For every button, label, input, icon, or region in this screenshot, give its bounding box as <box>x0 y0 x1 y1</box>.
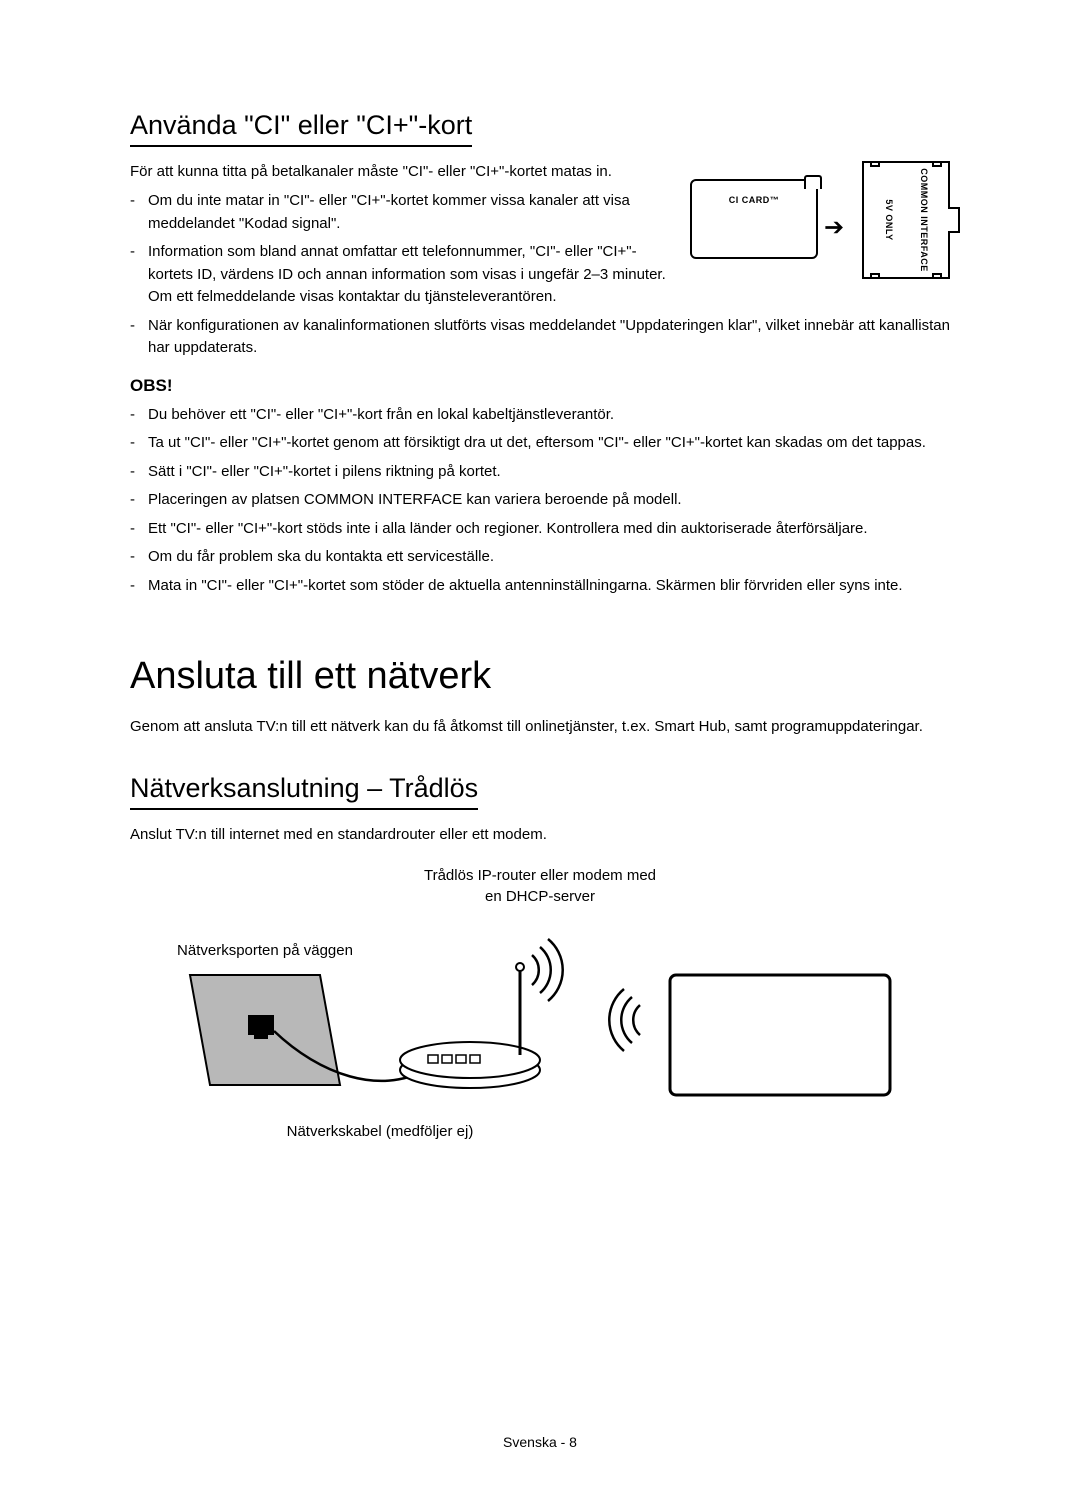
heading-ci-card: Använda "CI" eller "CI+"-kort <box>130 110 472 147</box>
ci-slot-shape: 5V ONLY COMMON INTERFACE <box>862 161 950 279</box>
wireless-diagram-svg: Nätverksporten på väggen <box>170 915 910 1115</box>
list-item: Om du får problem ska du kontakta ett se… <box>148 546 950 569</box>
arrow-icon: ➔ <box>824 213 844 242</box>
wall-port-label: Nätverksporten på väggen <box>177 942 353 959</box>
cable-label: Nätverkskabel (medföljer ej) <box>200 1123 560 1140</box>
slot-pin <box>870 161 880 167</box>
ci-card-label: CI CARD™ <box>692 195 816 205</box>
network-intro: Genom att ansluta TV:n till ett nätverk … <box>130 716 950 737</box>
heading-connect-network: Ansluta till ett nätverk <box>130 655 950 698</box>
wireless-diagram-wrap: Trådlös IP-router eller modem med en DHC… <box>130 865 950 1140</box>
slot-label-5v: 5V ONLY <box>884 199 894 240</box>
wall-port-icon <box>248 1015 274 1035</box>
ci-card-tab <box>804 175 822 189</box>
obs-heading: OBS! <box>130 376 950 396</box>
router-caption: Trådlös IP-router eller modem med en DHC… <box>130 865 950 907</box>
wireless-intro: Anslut TV:n till internet med en standar… <box>130 824 950 845</box>
ci-card-shape: CI CARD™ <box>690 179 818 259</box>
ci-bullet-list: Om du inte matar in "CI"- eller "CI+"-ko… <box>130 190 672 309</box>
list-item: Om du inte matar in "CI"- eller "CI+"-ko… <box>148 190 672 235</box>
radio-waves-in <box>609 989 640 1051</box>
list-item: Sätt i "CI"- eller "CI+"-kortet i pilens… <box>148 461 950 484</box>
slot-label-common: COMMON INTERFACE <box>919 168 929 272</box>
ci-text-column: För att kunna titta på betalkanaler måst… <box>130 161 672 315</box>
document-page: Använda "CI" eller "CI+"-kort För att ku… <box>0 0 1080 1494</box>
list-item: Mata in "CI"- eller "CI+"-kortet som stö… <box>148 575 950 598</box>
ci-intro: För att kunna titta på betalkanaler måst… <box>130 161 672 182</box>
list-item: När konfigurationen av kanalinformatione… <box>148 315 950 360</box>
router-caption-line1: Trådlös IP-router eller modem med <box>424 867 656 884</box>
heading-wireless: Nätverksanslutning – Trådlös <box>130 773 478 810</box>
slot-side <box>948 207 960 233</box>
list-item: Du behöver ett "CI"- eller "CI+"-kort fr… <box>148 404 950 427</box>
ci-card-diagram: CI CARD™ ➔ 5V ONLY COMMON INTERFACE <box>690 161 950 281</box>
obs-bullet-list: Du behöver ett "CI"- eller "CI+"-kort fr… <box>130 404 950 598</box>
wall-port-icon <box>254 1033 268 1039</box>
slot-pin <box>870 273 880 279</box>
slot-pin <box>932 273 942 279</box>
router-caption-line2: en DHCP-server <box>485 888 595 905</box>
ci-row: För att kunna titta på betalkanaler måst… <box>130 161 950 315</box>
list-item: Information som bland annat omfattar ett… <box>148 241 672 309</box>
list-item: Ett "CI"- eller "CI+"-kort stöds inte i … <box>148 518 950 541</box>
list-item: Ta ut "CI"- eller "CI+"-kortet genom att… <box>148 432 950 455</box>
router-shape <box>400 963 540 1088</box>
list-item: Placeringen av platsen COMMON INTERFACE … <box>148 489 950 512</box>
ci-bullet-list-wide: När konfigurationen av kanalinformatione… <box>130 315 950 360</box>
radio-waves-out <box>532 939 563 1001</box>
slot-pin <box>932 161 942 167</box>
tv-shape <box>670 975 890 1095</box>
page-footer: Svenska - 8 <box>0 1434 1080 1450</box>
